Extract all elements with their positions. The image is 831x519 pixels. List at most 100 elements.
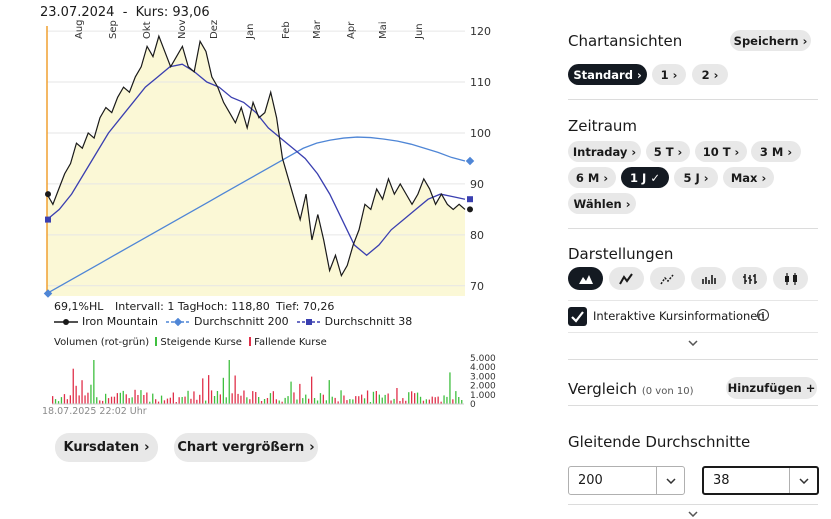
price-chart[interactable]: 120 110 100 90 80 70 Aug Sep Okt Nov Dez Jan Feb Mar A…	[40, 18, 500, 308]
ma200-end-marker	[465, 156, 475, 166]
volume-bar	[99, 400, 101, 404]
volume-bar	[452, 399, 454, 404]
volume-bar	[240, 395, 242, 404]
volume-bar	[243, 390, 245, 404]
price-line	[46, 34, 466, 278]
zeitraum-waehlen-button[interactable]: Wählen ›	[568, 193, 636, 214]
volume-bar	[363, 398, 366, 404]
moving-average-1-select[interactable]: 200	[568, 466, 685, 495]
stat-hl: 69,1%HL	[54, 300, 104, 313]
interactive-info-checkbox[interactable]	[568, 307, 587, 326]
hinzufuegen-button[interactable]: Hinzufügen +	[726, 377, 817, 399]
zeitraum-6m-button[interactable]: 6 M ›	[568, 167, 616, 188]
volume-bar	[281, 401, 283, 404]
expand-chevron-down-icon[interactable]	[688, 511, 698, 517]
volume-y-tick-label: 5.000	[470, 354, 496, 364]
volume-bar	[328, 380, 330, 404]
volume-up-label: Steigende Kurse	[160, 337, 242, 348]
volume-bar	[346, 400, 348, 404]
legend-ma200-marker	[165, 317, 190, 326]
expand-chevron-down-icon[interactable]	[688, 340, 698, 346]
legend-ma38-marker	[296, 318, 321, 325]
candlestick-chart-icon	[784, 272, 797, 285]
chart-type-bar-button[interactable]	[732, 267, 767, 290]
volume-bar	[113, 396, 116, 404]
zeitraum-3m-button[interactable]: 3 M ›	[751, 141, 801, 162]
volume-bar	[422, 400, 425, 404]
volume-bar	[366, 390, 369, 404]
volume-y-tick-label: 1.000	[470, 391, 496, 401]
zeitraum-5t-button[interactable]: 5 T ›	[646, 141, 690, 162]
view-standard-button[interactable]: Standard ›	[568, 64, 647, 85]
bar-chart-icon	[742, 273, 757, 284]
divider	[568, 405, 818, 406]
volume-bar	[263, 399, 266, 404]
chart-type-dotline-button[interactable]	[650, 267, 685, 290]
volume-bar	[361, 394, 363, 404]
month-label: Sep	[108, 20, 119, 39]
volume-bar	[299, 383, 301, 404]
zeitraum-1j-label: 1 J	[630, 170, 647, 185]
volume-bar	[352, 399, 354, 404]
volume-bar	[425, 399, 427, 404]
speichern-button[interactable]: Speichern ›	[730, 30, 811, 51]
volume-bar	[284, 397, 286, 404]
zeitraum-10t-button[interactable]: 10 T ›	[695, 141, 747, 162]
line-chart-icon	[618, 272, 633, 284]
volume-bar	[431, 396, 433, 404]
month-label: Apr	[346, 21, 357, 39]
chevron-down-icon	[656, 467, 684, 494]
volume-down-label: Fallende Kurse	[254, 337, 327, 348]
volume-bar	[369, 402, 372, 404]
zeitraum-intraday-button[interactable]: Intraday ›	[568, 141, 641, 162]
chevron-right-icon: ›	[636, 67, 642, 82]
zeitraum-max-button[interactable]: Max ›	[723, 167, 774, 188]
view-1-button[interactable]: 1 ›	[652, 64, 686, 85]
hinzufuegen-label: Hinzufügen	[727, 381, 802, 395]
volume-bar	[122, 390, 124, 404]
volume-bar	[213, 396, 216, 404]
volume-bar	[63, 394, 66, 404]
chart-type-line-button[interactable]	[609, 267, 644, 290]
zeitraum-5j-button[interactable]: 5 J ›	[674, 167, 718, 188]
y-tick-label: 110	[470, 76, 491, 89]
info-icon[interactable]: i	[757, 309, 769, 321]
chart-type-candlestick-button[interactable]	[773, 267, 808, 290]
stat-low: Tief: 70,26	[276, 300, 335, 313]
volume-bar	[172, 392, 174, 404]
kursdaten-button[interactable]: Kursdaten ›	[55, 433, 158, 462]
volume-bar	[72, 368, 74, 404]
chart-vergroessern-button[interactable]: Chart vergrößern ›	[174, 433, 318, 462]
month-label: Feb	[281, 21, 292, 39]
volume-bar	[116, 393, 118, 404]
volume-bar	[166, 398, 169, 404]
month-label: Aug	[74, 19, 85, 39]
divider	[568, 504, 818, 505]
chart-type-ohlc-button[interactable]	[691, 267, 726, 290]
volume-bar	[293, 392, 295, 404]
volume-bar	[278, 400, 280, 404]
chevron-right-icon: ›	[672, 67, 678, 82]
volume-bar	[228, 360, 230, 404]
chart-title: 23.07.2024 - Kurs: 93,06	[40, 5, 210, 20]
volume-bar	[181, 397, 183, 404]
speichern-label: Speichern	[733, 33, 799, 48]
view-2-button[interactable]: 2 ›	[692, 64, 728, 85]
zeitraum-intraday-label: Intraday	[572, 144, 628, 159]
zeitraum-1j-button[interactable]: 1 J ✓	[621, 167, 669, 188]
ma200-line	[46, 136, 466, 295]
volume-bar	[393, 398, 395, 404]
moving-average-2-select[interactable]: 38	[702, 466, 819, 495]
volume-up-marker	[155, 337, 158, 346]
volume-bar	[54, 399, 57, 404]
volume-bar	[399, 401, 401, 404]
legend-ma38-label: Durchschnitt 38	[324, 315, 413, 328]
volume-bar	[210, 390, 213, 404]
volume-bar	[455, 391, 457, 404]
volume-bar	[316, 400, 319, 404]
volume-bar	[216, 391, 219, 404]
chart-type-mountain-button[interactable]	[568, 267, 603, 290]
volume-bar	[110, 396, 113, 404]
mountain-chart-icon	[578, 274, 593, 284]
volume-bar	[340, 390, 342, 404]
